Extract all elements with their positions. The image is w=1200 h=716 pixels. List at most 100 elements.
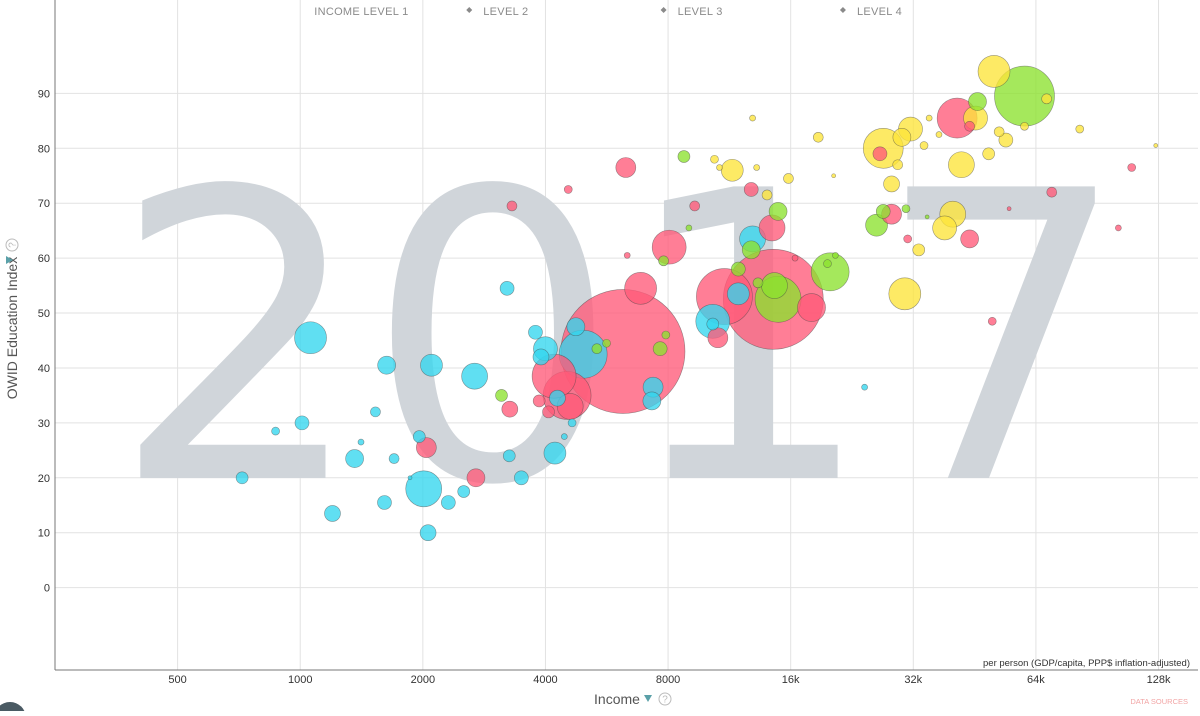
bubble-europe[interactable] bbox=[1041, 93, 1052, 105]
bubble-asia[interactable] bbox=[872, 146, 888, 162]
bubble-americas[interactable] bbox=[761, 272, 788, 299]
bubble-americas[interactable] bbox=[591, 343, 603, 355]
bubble-africa[interactable] bbox=[377, 495, 392, 510]
bubble-americas[interactable] bbox=[661, 330, 671, 340]
bubble-europe[interactable] bbox=[892, 159, 904, 171]
bubble-africa[interactable] bbox=[514, 470, 529, 486]
bubble-africa[interactable] bbox=[543, 441, 567, 465]
bubble-asia[interactable] bbox=[615, 157, 637, 178]
bubble-europe[interactable] bbox=[710, 154, 719, 164]
bubble-europe[interactable] bbox=[925, 114, 933, 122]
bubble-asia[interactable] bbox=[1127, 163, 1137, 172]
bubble-africa[interactable] bbox=[502, 449, 516, 463]
bubble-europe[interactable] bbox=[716, 164, 723, 171]
bubble-africa[interactable] bbox=[499, 281, 515, 296]
bubble-europe[interactable] bbox=[761, 189, 773, 201]
bubble-americas[interactable] bbox=[741, 240, 761, 260]
bubble-asia[interactable] bbox=[964, 121, 975, 132]
bubble-africa[interactable] bbox=[324, 505, 341, 522]
bubble-americas[interactable] bbox=[924, 214, 930, 220]
bubble-africa[interactable] bbox=[388, 453, 400, 464]
bubble-americas[interactable] bbox=[495, 389, 508, 402]
bubble-africa[interactable] bbox=[294, 321, 327, 355]
bubble-asia[interactable] bbox=[623, 252, 631, 259]
bubble-europe[interactable] bbox=[935, 131, 943, 138]
bubble-americas[interactable] bbox=[768, 202, 788, 221]
bubble-americas[interactable] bbox=[901, 204, 911, 213]
bubble-africa[interactable] bbox=[566, 317, 586, 337]
bubble-europe[interactable] bbox=[888, 277, 922, 311]
bubble-americas[interactable] bbox=[658, 255, 669, 267]
bubble-africa[interactable] bbox=[345, 449, 364, 468]
bubble-asia[interactable] bbox=[651, 229, 687, 265]
bubble-europe[interactable] bbox=[1020, 122, 1029, 131]
bubble-asia[interactable] bbox=[707, 327, 729, 349]
bubble-europe[interactable] bbox=[998, 132, 1014, 148]
bubble-asia[interactable] bbox=[506, 200, 518, 212]
bubble-americas[interactable] bbox=[752, 277, 764, 289]
bubble-asia[interactable] bbox=[903, 234, 912, 244]
y-axis-dropdown-icon[interactable] bbox=[6, 256, 13, 264]
bubble-americas[interactable] bbox=[810, 252, 850, 292]
bubble-europe[interactable] bbox=[883, 175, 900, 193]
y-axis-title[interactable]: OWID Education Index bbox=[4, 257, 20, 399]
bubble-africa[interactable] bbox=[412, 430, 426, 443]
bubble-africa[interactable] bbox=[441, 495, 456, 510]
bubble-asia[interactable] bbox=[960, 229, 979, 249]
bubble-asia[interactable] bbox=[1046, 186, 1058, 198]
bubble-americas[interactable] bbox=[677, 150, 691, 163]
bubble-europe[interactable] bbox=[783, 173, 794, 184]
bubble-asia[interactable] bbox=[416, 437, 437, 458]
bubble-americas[interactable] bbox=[832, 252, 839, 259]
bubble-africa[interactable] bbox=[357, 438, 365, 446]
bubble-africa[interactable] bbox=[528, 324, 543, 340]
bubble-africa[interactable] bbox=[420, 353, 443, 377]
bubble-africa[interactable] bbox=[532, 348, 550, 366]
bubble-africa[interactable] bbox=[567, 418, 577, 428]
bubble-africa[interactable] bbox=[706, 317, 720, 331]
bubble-americas[interactable] bbox=[968, 92, 987, 111]
bubble-asia[interactable] bbox=[466, 468, 486, 488]
bubble-europe[interactable] bbox=[831, 173, 836, 179]
bubble-africa[interactable] bbox=[271, 426, 280, 436]
bubble-africa[interactable] bbox=[561, 433, 568, 440]
bubble-africa[interactable] bbox=[294, 415, 310, 431]
bubble-americas[interactable] bbox=[731, 261, 746, 277]
bubble-africa[interactable] bbox=[419, 524, 437, 542]
bubble-asia[interactable] bbox=[743, 182, 759, 197]
bubble-asia[interactable] bbox=[532, 394, 546, 408]
y-axis-help-icon[interactable] bbox=[5, 238, 19, 252]
bubble-asia[interactable] bbox=[501, 400, 519, 418]
bubble-africa[interactable] bbox=[407, 475, 413, 481]
bubble-europe[interactable] bbox=[1075, 124, 1085, 134]
bubble-asia[interactable] bbox=[542, 405, 555, 419]
bubble-africa[interactable] bbox=[727, 282, 750, 306]
bubble-europe[interactable] bbox=[912, 243, 926, 257]
bubble-asia[interactable] bbox=[689, 200, 701, 212]
bubble-europe[interactable] bbox=[993, 126, 1005, 138]
bubble-europe[interactable] bbox=[948, 151, 975, 179]
bubble-africa[interactable] bbox=[642, 391, 662, 411]
bubble-europe[interactable] bbox=[749, 114, 756, 122]
data-sources-link[interactable]: DATA SOURCES bbox=[1130, 697, 1188, 706]
bubble-europe[interactable] bbox=[720, 158, 744, 182]
bubble-asia[interactable] bbox=[797, 293, 826, 322]
bubble-europe[interactable] bbox=[812, 131, 824, 143]
x-axis-title[interactable]: Income bbox=[594, 691, 640, 707]
bubble-africa[interactable] bbox=[235, 471, 249, 485]
bubble-americas[interactable] bbox=[602, 338, 611, 348]
bubble-africa[interactable] bbox=[461, 362, 488, 390]
bubble-americas[interactable] bbox=[652, 341, 668, 357]
bubble-europe[interactable] bbox=[892, 127, 912, 147]
bubble-americas[interactable] bbox=[875, 204, 891, 219]
bubble-africa[interactable] bbox=[457, 485, 471, 498]
x-axis-dropdown-icon[interactable] bbox=[644, 695, 652, 702]
bubble-europe[interactable] bbox=[753, 164, 760, 171]
bubble-africa[interactable] bbox=[370, 406, 381, 418]
bubble-asia[interactable] bbox=[1006, 206, 1012, 211]
bubble-africa[interactable] bbox=[549, 389, 566, 407]
bubble-americas[interactable] bbox=[685, 224, 693, 232]
bubble-asia[interactable] bbox=[987, 316, 997, 326]
bubble-africa[interactable] bbox=[405, 470, 443, 508]
bubble-europe[interactable] bbox=[932, 215, 957, 241]
